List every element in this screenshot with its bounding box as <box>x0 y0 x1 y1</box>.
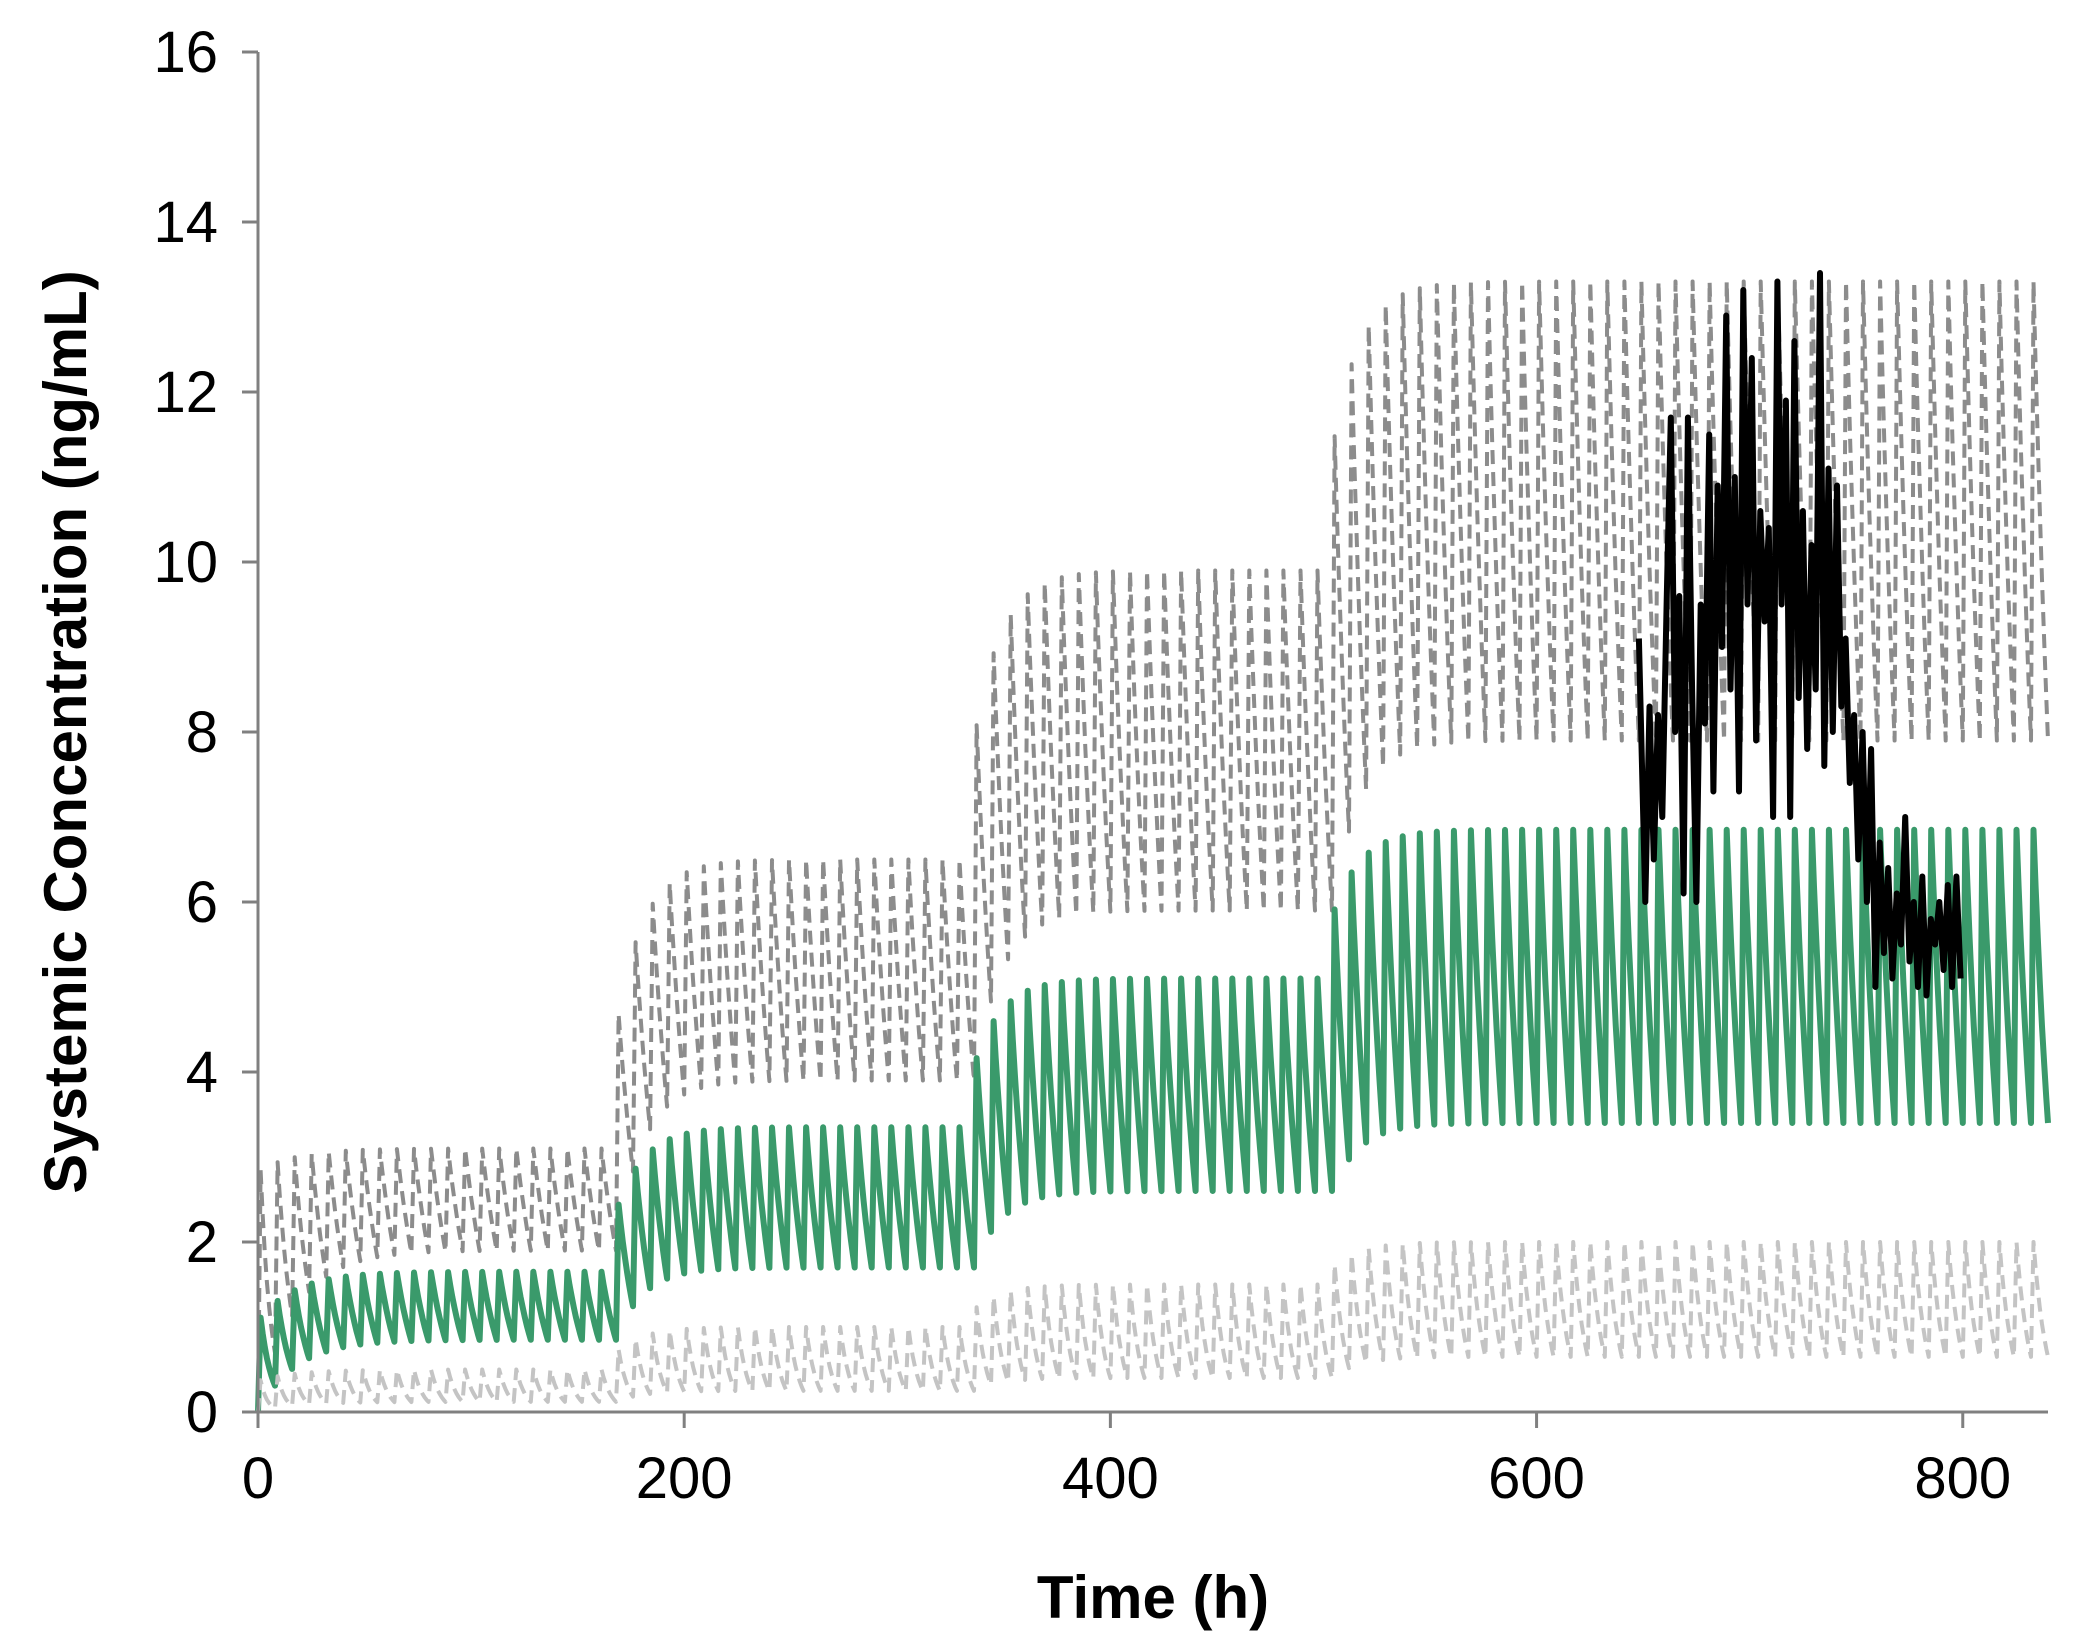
x-tick-label: 800 <box>1914 1446 2011 1511</box>
y-tick-label: 8 <box>186 700 218 765</box>
y-tick-label: 10 <box>153 530 218 595</box>
plot-series <box>255 270 2051 1413</box>
series-line-observed <box>1635 270 1964 999</box>
y-axis-title: Systemic Concentration (ng/mL) <box>32 270 99 1193</box>
x-tick-label: 0 <box>242 1446 274 1511</box>
y-tick-label: 16 <box>153 20 218 85</box>
y-tick-label: 12 <box>153 360 218 425</box>
y-tick-label: 2 <box>186 1210 218 1275</box>
x-tick-label: 600 <box>1488 1446 1585 1511</box>
x-axis-title: Time (h) <box>1037 1564 1269 1631</box>
series-line-lower-bound-dashed <box>256 1240 2050 1413</box>
y-tick-label: 0 <box>186 1380 218 1445</box>
y-tick-label: 14 <box>153 190 218 255</box>
x-tick-label: 200 <box>636 1446 733 1511</box>
y-tick-label: 4 <box>186 1040 218 1105</box>
x-tick-label: 400 <box>1062 1446 1159 1511</box>
x-axis-ticks: 0 200 400 600 800 <box>242 1412 2011 1511</box>
y-axis-ticks: 0 2 4 6 8 10 12 14 16 <box>153 20 258 1445</box>
y-tick-label: 6 <box>186 870 218 935</box>
series-line-median-simulated <box>255 826 2051 1413</box>
